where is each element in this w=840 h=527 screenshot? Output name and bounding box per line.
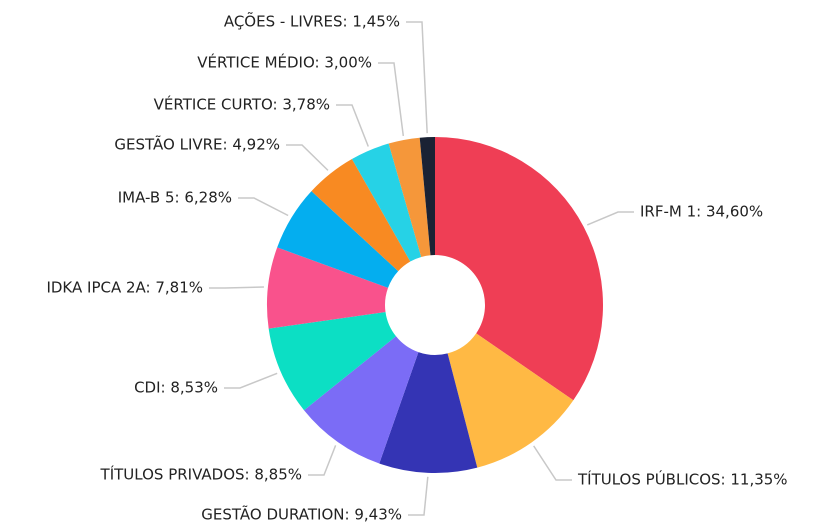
leader-line bbox=[308, 445, 337, 476]
data-label: TÍTULOS PRIVADOS: 8,85% bbox=[100, 465, 302, 484]
donut-slice bbox=[379, 352, 478, 473]
data-label: GESTÃO DURATION: 9,43% bbox=[201, 505, 402, 524]
donut-slice bbox=[419, 137, 435, 256]
data-label: VÉRTICE MÉDIO: 3,00% bbox=[197, 53, 372, 72]
leader-line bbox=[586, 211, 634, 226]
leader-line bbox=[224, 372, 278, 389]
donut-slice bbox=[351, 143, 422, 262]
leader-line bbox=[533, 445, 572, 481]
leader-line bbox=[286, 144, 329, 171]
data-label: GESTÃO LIVRE: 4,92% bbox=[114, 135, 280, 154]
donut-slice bbox=[267, 247, 389, 329]
data-label: IRF-M 1: 34,60% bbox=[640, 203, 763, 221]
data-label: IDKA IPCA 2A: 7,81% bbox=[46, 279, 203, 297]
donut-slice bbox=[447, 333, 574, 468]
leader-line bbox=[406, 21, 428, 134]
data-label: IMA-B 5: 6,28% bbox=[118, 189, 232, 207]
data-label: TÍTULOS PÚBLICOS: 11,35% bbox=[577, 470, 788, 489]
donut-slice bbox=[304, 336, 419, 464]
leader-line bbox=[378, 62, 405, 137]
leader-line bbox=[336, 104, 369, 147]
donut-slice bbox=[277, 191, 399, 288]
data-label: CDI: 8,53% bbox=[134, 379, 218, 397]
leader-line bbox=[408, 476, 429, 516]
donut-slice bbox=[311, 158, 411, 272]
leader-line bbox=[209, 286, 264, 289]
donut-slice bbox=[388, 137, 431, 257]
donut-slice bbox=[268, 312, 397, 411]
data-label: AÇÕES - LIVRES: 1,45% bbox=[224, 12, 400, 31]
donut-slice bbox=[435, 137, 603, 401]
data-label: VÉRTICE CURTO: 3,78% bbox=[154, 95, 330, 114]
leader-line bbox=[238, 197, 289, 217]
